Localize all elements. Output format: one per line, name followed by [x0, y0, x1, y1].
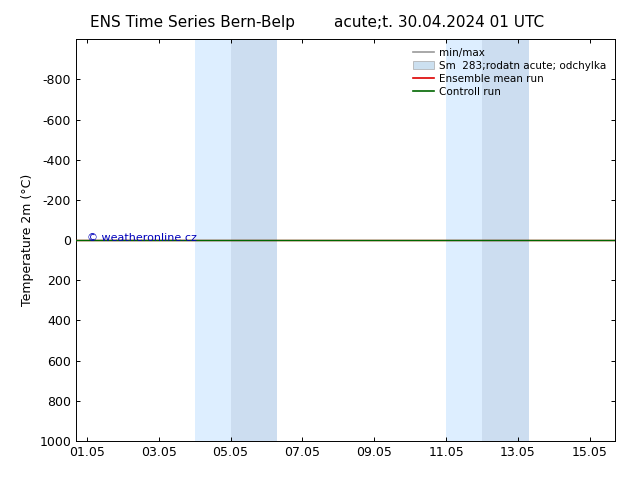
Bar: [482, 39, 529, 441]
Bar: [446, 39, 482, 441]
Text: ENS Time Series Bern-Belp        acute;t. 30.04.2024 01 UTC: ENS Time Series Bern-Belp acute;t. 30.04…: [90, 15, 544, 30]
Y-axis label: Temperature 2m (°C): Temperature 2m (°C): [21, 174, 34, 306]
Bar: [195, 39, 231, 441]
Text: © weatheronline.cz: © weatheronline.cz: [87, 233, 197, 243]
Legend: min/max, Sm  283;rodatn acute; odchylka, Ensemble mean run, Controll run: min/max, Sm 283;rodatn acute; odchylka, …: [410, 45, 610, 100]
Bar: [231, 39, 277, 441]
